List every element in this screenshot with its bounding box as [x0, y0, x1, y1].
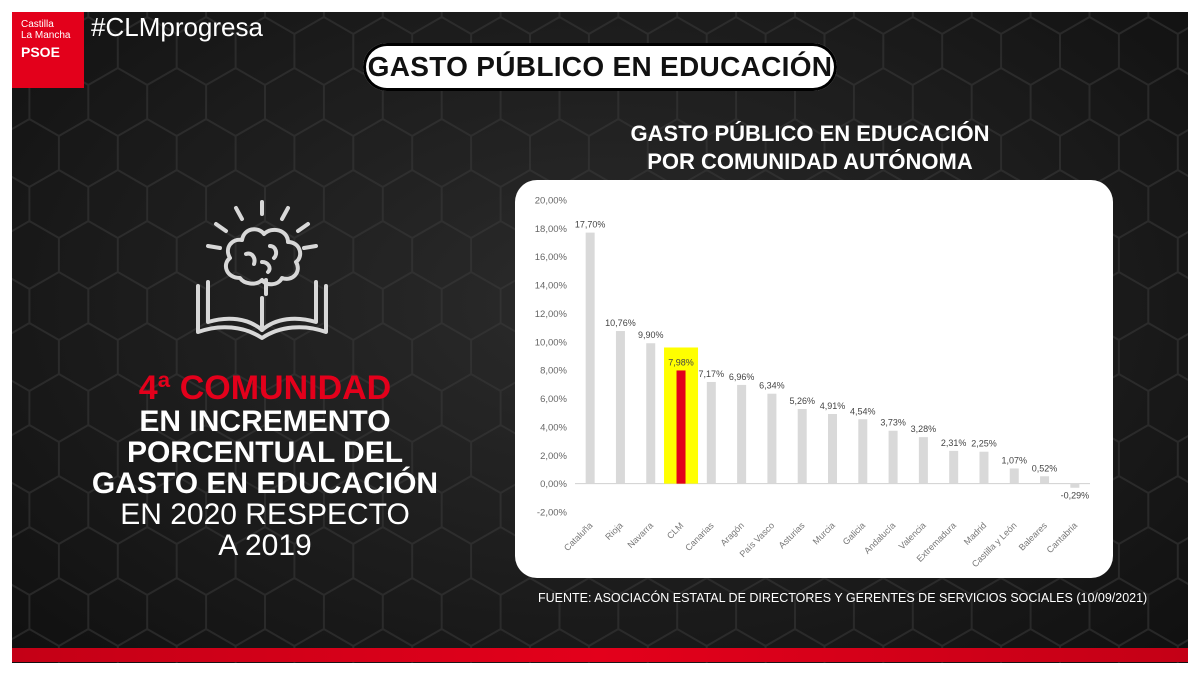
- bar: [918, 437, 928, 484]
- data-label: 5,26%: [789, 396, 815, 406]
- category-label: Asturias: [777, 520, 807, 550]
- bar: [858, 419, 868, 484]
- brain-book-icon: [196, 200, 328, 340]
- data-label: 17,70%: [575, 220, 606, 230]
- category-label: Cataluña: [562, 520, 595, 553]
- y-tick-label: 20,00%: [535, 196, 568, 207]
- bar: [706, 381, 716, 484]
- headline-line-6: A 2019: [218, 529, 312, 562]
- y-tick-label: 12,00%: [535, 309, 568, 320]
- category-label: Cantabria: [1045, 520, 1080, 555]
- bar: [767, 393, 777, 484]
- logo-line-3: PSOE: [21, 44, 60, 60]
- bar: [888, 430, 898, 484]
- data-label: -0,29%: [1061, 491, 1090, 501]
- data-label: 4,91%: [820, 401, 846, 411]
- headline: 4ª COMUNIDAD EN INCREMENTO PORCENTUAL DE…: [70, 370, 460, 561]
- chart-title-line-1: GASTO PÚBLICO EN EDUCACIÓN: [630, 121, 990, 146]
- headline-line-2: EN INCREMENTO: [139, 405, 391, 438]
- bar: [585, 232, 595, 484]
- bottom-red-bar: [12, 648, 1188, 662]
- psoe-logo: Castilla La Mancha PSOE: [12, 12, 84, 88]
- data-label: 7,98%: [668, 357, 694, 367]
- headline-line-4: GASTO EN EDUCACIÓN: [91, 467, 439, 500]
- y-tick-label: -2,00%: [537, 508, 568, 519]
- category-label: Madrid: [962, 520, 989, 547]
- y-tick-label: 14,00%: [535, 281, 568, 292]
- data-label: 2,31%: [941, 438, 967, 448]
- category-label: Murcia: [811, 520, 837, 546]
- data-label: 6,34%: [759, 381, 785, 391]
- category-label: Rioja: [603, 520, 625, 542]
- bar: [828, 414, 837, 484]
- main-title: GASTO PÚBLICO EN EDUCACIÓN: [367, 51, 833, 82]
- y-tick-label: 2,00%: [540, 451, 567, 462]
- category-label: Canarias: [683, 520, 716, 553]
- y-tick-label: 0,00%: [540, 479, 567, 490]
- data-label: 1,07%: [1001, 455, 1027, 465]
- data-label: 10,76%: [605, 318, 636, 328]
- bar: [1070, 483, 1080, 488]
- bar: [676, 370, 686, 484]
- bar: [646, 343, 656, 484]
- bar-chart: -2,00% 0,00% 2,00% 4,00% 6,00% 8,00% 10,00% 12,…: [535, 196, 1090, 569]
- main-title-pill: GASTO PÚBLICO EN EDUCACIÓN: [363, 43, 837, 91]
- data-label: 3,28%: [911, 424, 937, 434]
- y-tick-label: 4,00%: [540, 422, 567, 433]
- chart-title: GASTO PÚBLICO EN EDUCACIÓN POR COMUNIDAD…: [560, 120, 1060, 176]
- data-label: 9,90%: [638, 330, 664, 340]
- bar: [1040, 476, 1050, 484]
- chart-card: -2,00% 0,00% 2,00% 4,00% 6,00% 8,00% 10,00% 12,…: [515, 180, 1113, 578]
- y-tick-label: 18,00%: [535, 224, 568, 235]
- category-label: Andalucía: [862, 520, 897, 555]
- hashtag: #CLMprogresa: [91, 12, 263, 42]
- data-label: 2,25%: [971, 439, 997, 449]
- y-tick-label: 10,00%: [535, 337, 568, 348]
- data-label: 6,96%: [729, 372, 755, 382]
- category-label: Navarra: [625, 520, 655, 550]
- bar: [949, 450, 959, 484]
- data-label: 0,52%: [1032, 463, 1058, 473]
- bar: [979, 451, 989, 484]
- data-label: 3,73%: [880, 418, 906, 428]
- bar: [1009, 468, 1019, 484]
- logo-line-2: La Mancha: [21, 30, 71, 41]
- headline-rank: 4ª COMUNIDAD: [138, 369, 392, 407]
- data-label: 4,54%: [850, 406, 876, 416]
- bar: [737, 384, 747, 484]
- category-label: Aragón: [718, 520, 746, 548]
- category-label: Valencia: [897, 520, 928, 551]
- category-label: CLM: [665, 520, 686, 541]
- chart-title-line-2: POR COMUNIDAD AUTÓNOMA: [647, 149, 973, 174]
- data-label: 7,17%: [699, 369, 725, 379]
- category-label: Galicia: [841, 520, 868, 547]
- bar: [797, 409, 807, 484]
- y-tick-label: 6,00%: [540, 394, 567, 405]
- source-note: FUENTE: ASOCIACÓN ESTATAL DE DIRECTORES …: [538, 591, 1148, 605]
- y-tick-label: 16,00%: [535, 252, 568, 263]
- logo-line-1: Castilla: [21, 19, 54, 30]
- headline-line-3: PORCENTUAL DEL: [126, 436, 404, 469]
- y-tick-label: 8,00%: [540, 366, 567, 377]
- headline-line-5: EN 2020 RESPECTO: [120, 498, 410, 531]
- bar: [615, 331, 625, 484]
